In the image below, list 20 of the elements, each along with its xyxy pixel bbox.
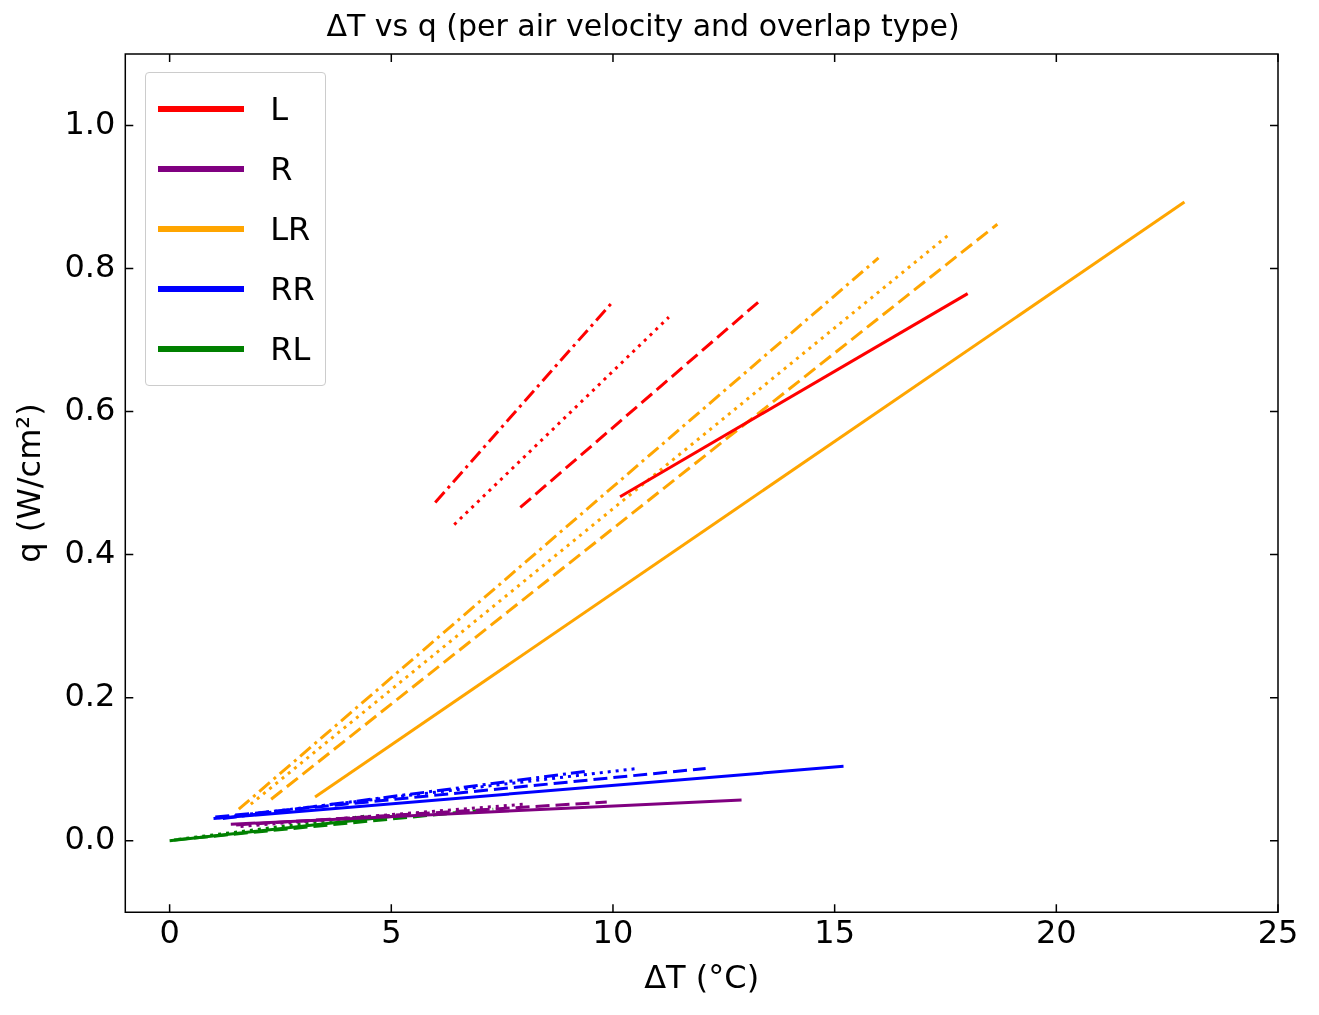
y-tick-label: 0.8 xyxy=(64,246,116,285)
y-tick-label: 0.4 xyxy=(64,532,116,571)
y-tick-label: 0.0 xyxy=(64,819,116,857)
chart-title: ΔT vs q (per air velocity and overlap type) xyxy=(326,7,960,43)
x-tick-label: 25 xyxy=(1257,912,1299,951)
y-axis-title: q (W/cm²) xyxy=(9,403,48,563)
x-tick-label: 5 xyxy=(381,912,402,951)
legend-label: RR xyxy=(270,270,315,308)
y-tick-label: 1.0 xyxy=(64,103,116,142)
x-tick-label: 10 xyxy=(592,912,634,951)
x-axis-title: ΔT (°C) xyxy=(644,958,760,997)
y-tick-label: 0.2 xyxy=(64,675,116,714)
x-tick-label: 20 xyxy=(1035,912,1077,951)
legend-label: R xyxy=(270,150,293,188)
y-tick-label: 0.6 xyxy=(64,389,116,428)
legend-label: L xyxy=(270,90,289,128)
legend-label: RL xyxy=(270,330,311,368)
x-tick-label: 0 xyxy=(159,912,180,951)
x-tick-label: 15 xyxy=(814,912,856,951)
legend-label: LR xyxy=(270,210,311,248)
